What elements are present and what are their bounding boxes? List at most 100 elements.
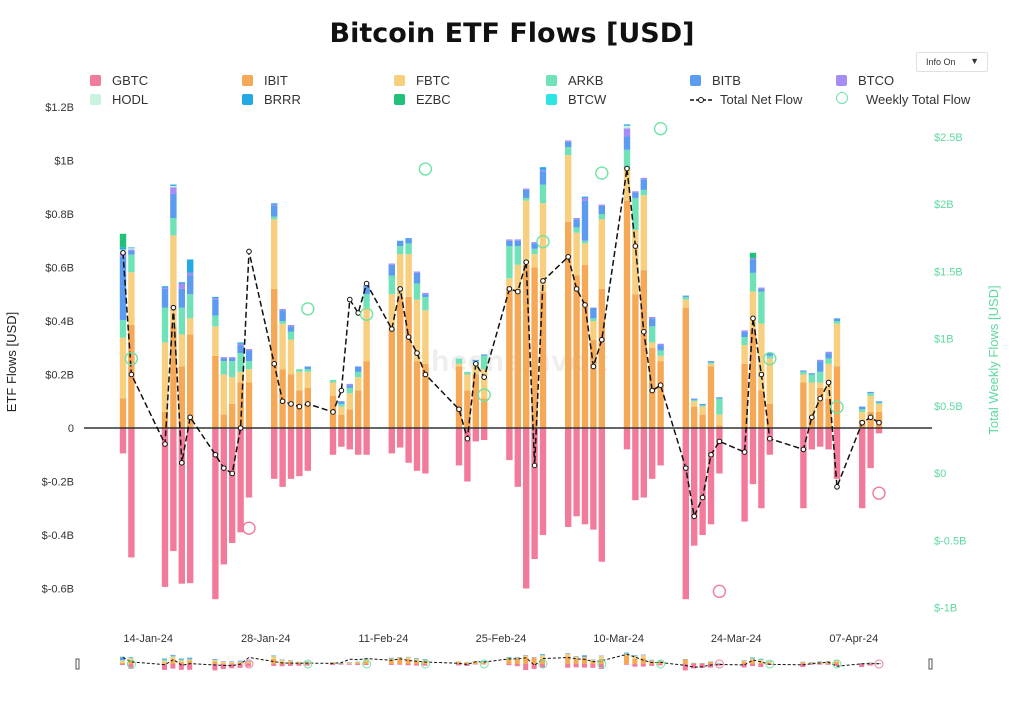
weekly-total-point[interactable] bbox=[872, 486, 886, 500]
bar-gbtc[interactable] bbox=[581, 428, 589, 525]
bar-arkb[interactable] bbox=[178, 307, 185, 335]
bar-btco[interactable] bbox=[825, 351, 832, 354]
bar-ibit[interactable] bbox=[413, 361, 421, 428]
bar-brrr[interactable] bbox=[178, 282, 185, 284]
weekly-total-point[interactable] bbox=[830, 400, 844, 414]
bar-fbtc[interactable] bbox=[766, 358, 773, 404]
bar-btco[interactable] bbox=[271, 204, 278, 206]
bar-bitb[interactable] bbox=[279, 310, 286, 321]
weekly-total-point[interactable] bbox=[595, 166, 609, 180]
bar-gbtc[interactable] bbox=[237, 428, 244, 533]
bar-btco[interactable] bbox=[237, 343, 244, 346]
bar-ibit[interactable] bbox=[212, 355, 219, 428]
bar-arkb[interactable] bbox=[623, 149, 631, 169]
bar-fbtc[interactable] bbox=[565, 155, 572, 223]
bar-btco[interactable] bbox=[632, 191, 639, 193]
bar-fbtc[interactable] bbox=[531, 254, 538, 268]
net-flow-point[interactable] bbox=[641, 328, 647, 335]
bar-fbtc[interactable] bbox=[287, 339, 295, 375]
bar-arkb[interactable] bbox=[329, 379, 337, 383]
bar-gbtc[interactable] bbox=[539, 428, 547, 535]
bar-bitb[interactable] bbox=[355, 366, 362, 372]
bar-gbtc[interactable] bbox=[346, 428, 353, 450]
bar-fbtc[interactable] bbox=[640, 195, 647, 271]
bar-fbtc[interactable] bbox=[800, 374, 807, 383]
bar-ibit[interactable] bbox=[581, 264, 589, 428]
net-flow-point[interactable] bbox=[120, 249, 126, 256]
bar-ibit[interactable] bbox=[640, 270, 647, 428]
net-flow-point[interactable] bbox=[834, 484, 840, 490]
bar-bitb[interactable] bbox=[170, 193, 177, 219]
net-flow-point[interactable] bbox=[817, 395, 824, 402]
bar-btco[interactable] bbox=[565, 140, 572, 142]
net-flow-point[interactable] bbox=[531, 462, 538, 469]
bar-ibit[interactable] bbox=[178, 366, 185, 428]
bar-arkb[interactable] bbox=[523, 197, 530, 201]
bar-gbtc[interactable] bbox=[161, 428, 169, 587]
bar-fbtc[interactable] bbox=[691, 401, 698, 407]
bar-btco[interactable] bbox=[506, 239, 513, 241]
net-flow-point[interactable] bbox=[414, 350, 420, 356]
bar-bitb[interactable] bbox=[590, 307, 597, 319]
net-flow-point[interactable] bbox=[750, 315, 756, 322]
bar-arkb[interactable] bbox=[296, 369, 303, 372]
bar-bitb[interactable] bbox=[875, 401, 883, 403]
bar-arkb[interactable] bbox=[749, 272, 757, 292]
bar-arkb[interactable] bbox=[514, 246, 521, 265]
bar-btco[interactable] bbox=[170, 187, 177, 194]
bar-fbtc[interactable] bbox=[304, 371, 311, 388]
net-flow-point[interactable] bbox=[582, 302, 588, 308]
bar-gbtc[interactable] bbox=[691, 428, 698, 546]
bar-gbtc[interactable] bbox=[565, 428, 572, 527]
bar-arkb[interactable] bbox=[565, 147, 572, 156]
bar-gbtc[interactable] bbox=[304, 428, 311, 471]
bar-arkb[interactable] bbox=[867, 393, 874, 396]
bar-fbtc[interactable] bbox=[455, 363, 463, 367]
bar-ibit[interactable] bbox=[363, 361, 370, 428]
bar-brrr[interactable] bbox=[237, 342, 244, 344]
bar-fbtc[interactable] bbox=[346, 393, 353, 410]
bar-fbtc[interactable] bbox=[833, 323, 841, 367]
bar-gbtc[interactable] bbox=[187, 428, 194, 584]
bar-fbtc[interactable] bbox=[758, 323, 765, 391]
bar-ibit[interactable] bbox=[632, 294, 639, 428]
bar-ibit[interactable] bbox=[422, 363, 429, 428]
bar-bitb[interactable] bbox=[237, 345, 244, 354]
bar-brrr[interactable] bbox=[119, 247, 127, 250]
bar-btco[interactable] bbox=[623, 128, 631, 137]
net-flow-point[interactable] bbox=[246, 248, 252, 255]
bar-ibit[interactable] bbox=[481, 398, 488, 428]
net-flow-point[interactable] bbox=[876, 419, 882, 426]
bar-arkb[interactable] bbox=[707, 362, 715, 364]
bar-fbtc[interactable] bbox=[296, 371, 303, 391]
bar-btco[interactable] bbox=[758, 287, 765, 289]
bar-arkb[interactable] bbox=[212, 315, 219, 327]
bar-btco[interactable] bbox=[741, 330, 748, 332]
bar-gbtc[interactable] bbox=[128, 428, 135, 558]
net-flow-point[interactable] bbox=[867, 414, 874, 421]
net-flow-point[interactable] bbox=[397, 286, 404, 292]
bar-bitb[interactable] bbox=[741, 331, 748, 338]
bar-btco[interactable] bbox=[220, 357, 227, 359]
net-flow-point[interactable] bbox=[473, 361, 479, 367]
bar-bitb[interactable] bbox=[187, 275, 194, 295]
bar-ibit[interactable] bbox=[405, 296, 412, 428]
bar-fbtc[interactable] bbox=[397, 254, 404, 297]
bar-gbtc[interactable] bbox=[741, 428, 748, 522]
bar-bitb[interactable] bbox=[413, 272, 421, 284]
bar-bitb[interactable] bbox=[212, 299, 219, 316]
bar-gbtc[interactable] bbox=[640, 428, 647, 498]
bar-fbtc[interactable] bbox=[119, 337, 127, 399]
bar-ibit[interactable] bbox=[523, 264, 530, 428]
net-flow-point[interactable] bbox=[515, 288, 521, 295]
bar-ibit[interactable] bbox=[338, 414, 345, 428]
bar-arkb[interactable] bbox=[741, 337, 748, 346]
bar-fbtc[interactable] bbox=[749, 291, 757, 330]
bar-arkb[interactable] bbox=[691, 399, 698, 402]
net-flow-point[interactable] bbox=[565, 253, 572, 260]
bar-ibit[interactable] bbox=[707, 366, 715, 428]
bar-arkb[interactable] bbox=[187, 294, 194, 319]
bar-btco[interactable] bbox=[539, 169, 547, 172]
bar-bitb[interactable] bbox=[699, 403, 706, 406]
bar-bitb[interactable] bbox=[640, 179, 647, 190]
